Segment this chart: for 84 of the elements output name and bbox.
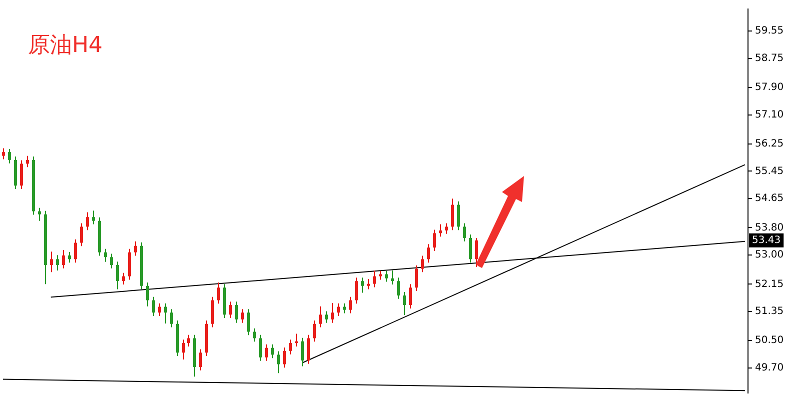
- candlestick: [134, 240, 137, 256]
- candlestick: [433, 229, 436, 252]
- candlestick: [385, 270, 388, 282]
- candlestick: [211, 296, 214, 328]
- candlestick: [80, 222, 83, 247]
- candlestick: [451, 198, 454, 231]
- text: 原油H4: [28, 32, 103, 60]
- candlestick: [427, 244, 430, 264]
- candlestick: [325, 310, 328, 324]
- y-tick-label: 52.15: [755, 278, 784, 290]
- candlestick: [20, 160, 23, 190]
- candlestick: [409, 284, 412, 309]
- candlestick: [355, 277, 358, 304]
- candlestick: [229, 301, 232, 319]
- candlestick: [337, 302, 340, 316]
- candlestick: [247, 308, 250, 336]
- y-tick-label: 57.90: [755, 82, 784, 93]
- candlestick: [445, 222, 448, 234]
- candlestick: [158, 302, 161, 316]
- candlestick: [104, 248, 107, 262]
- candlestick: [116, 261, 119, 290]
- candlestick: [68, 251, 71, 264]
- y-tick-label: 50.50: [755, 335, 784, 346]
- candlestick: [128, 248, 131, 280]
- candlestick: [235, 301, 238, 324]
- y-tick-label: 49.70: [755, 362, 784, 374]
- candlestick: [259, 334, 262, 362]
- candlestick: [301, 337, 304, 367]
- candlestick: [373, 270, 376, 288]
- candlestick: [313, 320, 316, 342]
- y-tick-label: 59.55: [755, 25, 784, 36]
- y-tick-label: 54.65: [755, 193, 784, 204]
- y-tick-label: 56.25: [755, 138, 784, 150]
- y-tick-label: 53.00: [755, 250, 784, 261]
- candlestick: [343, 302, 346, 314]
- candlestick: [475, 237, 478, 268]
- y-tick-label: 57.10: [755, 109, 784, 120]
- candlestick: [349, 296, 352, 314]
- candlestick: [331, 302, 334, 324]
- candlestick: [421, 255, 424, 273]
- candlestick: [241, 308, 244, 324]
- candlestick: [463, 222, 466, 242]
- candlestick: [307, 334, 310, 364]
- y-tick-label: 55.45: [755, 166, 784, 177]
- candlestick: [439, 224, 442, 238]
- candlestick: [164, 302, 167, 324]
- y-tick-label: 58.75: [755, 52, 784, 64]
- candlestick: [152, 296, 155, 316]
- candlestick: [199, 348, 202, 371]
- candlestick: [62, 249, 65, 269]
- candlestick: [92, 210, 95, 225]
- candlestick: [265, 344, 268, 362]
- candlestick: [403, 292, 406, 316]
- candlestick: [8, 148, 11, 164]
- candlestick: [361, 277, 364, 294]
- candlestick: [38, 207, 41, 222]
- candlestick: [367, 278, 370, 290]
- candlestick: [217, 282, 220, 304]
- candlestick: [182, 339, 185, 360]
- candlestick: [50, 251, 53, 273]
- candlestick: [415, 264, 418, 292]
- candlestick: [86, 212, 89, 231]
- candlestick: [2, 148, 5, 160]
- candlestick: [457, 200, 460, 231]
- y-tick-label: 51.35: [755, 306, 784, 318]
- candlestick: [26, 155, 29, 168]
- candlestick: [283, 346, 286, 368]
- candlestick: [74, 238, 77, 264]
- y-tick-label: 53.80: [755, 222, 784, 234]
- candlestick: [271, 344, 274, 359]
- candlestick: [253, 328, 256, 342]
- candlestick: [391, 270, 394, 286]
- candlestick: [469, 234, 472, 264]
- candlestick: [146, 282, 149, 307]
- candlestick: [122, 272, 125, 286]
- candlestick: [56, 254, 59, 271]
- candlestick: [110, 253, 113, 269]
- candlestick: [277, 350, 280, 374]
- candlestick: [170, 308, 173, 328]
- candlestick: [187, 334, 190, 347]
- candlestick: [397, 277, 400, 300]
- annotation: 53.43: [752, 234, 781, 246]
- candlestick: [319, 306, 322, 328]
- candlestick: [289, 339, 292, 355]
